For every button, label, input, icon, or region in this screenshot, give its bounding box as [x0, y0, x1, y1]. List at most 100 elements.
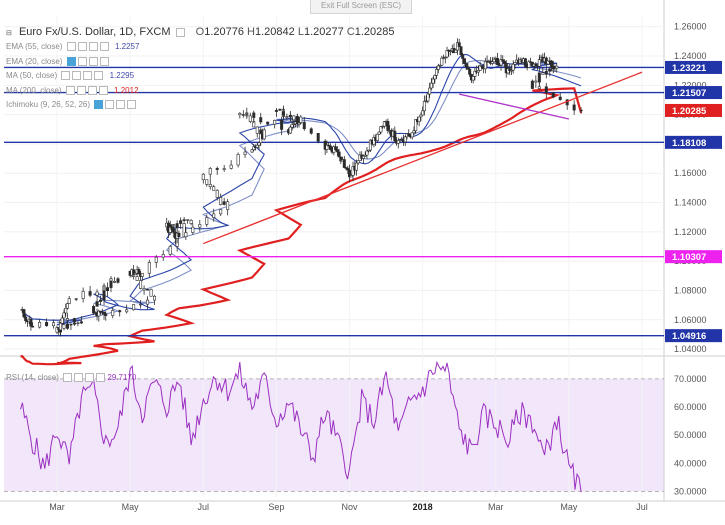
candle-body [252, 112, 256, 118]
candle-body [161, 254, 165, 258]
indicator-value: 1.2257 [114, 42, 140, 51]
eye-icon[interactable] [65, 85, 75, 95]
trendline-1[interactable] [459, 93, 570, 120]
candle-body [219, 209, 223, 215]
candle-body [355, 162, 359, 171]
time-tick-label: Sep [268, 502, 284, 512]
candle-body [414, 119, 418, 132]
more-icon[interactable] [99, 42, 109, 52]
candle-body [154, 256, 158, 263]
more-icon[interactable] [99, 56, 109, 66]
candle-body [139, 303, 143, 306]
close-icon[interactable] [88, 42, 98, 52]
candle-body [334, 146, 338, 150]
more-icon[interactable] [127, 100, 137, 110]
candle-body [116, 278, 120, 283]
candle-body [367, 149, 371, 152]
candle-body [537, 72, 541, 83]
candle-body [280, 120, 284, 130]
settings-icon[interactable] [105, 100, 115, 110]
indicator-row-ema20[interactable]: EMA (20, close) [6, 55, 395, 70]
settings-icon[interactable] [77, 42, 87, 52]
more-icon[interactable] [96, 373, 106, 383]
candle-body [95, 301, 99, 307]
more-icon[interactable] [94, 71, 104, 81]
trendline-0[interactable] [203, 71, 643, 245]
candle-body [438, 64, 442, 67]
indicator-value: 1.2295 [109, 71, 135, 80]
indicator-value: 1.2012 [114, 85, 139, 95]
candle-body [219, 197, 223, 205]
close-icon[interactable] [88, 56, 98, 66]
close-icon[interactable] [87, 85, 97, 95]
ma200-line[interactable] [20, 87, 583, 366]
candle-body [433, 75, 437, 80]
candle-body [412, 130, 416, 134]
indicator-row-ema55[interactable]: EMA (55, close) 1.2257 [6, 40, 395, 55]
eye-icon[interactable] [61, 71, 71, 81]
candle-body [153, 295, 157, 301]
candle-body [274, 109, 278, 112]
candle-body [273, 120, 277, 125]
candle-body [328, 145, 332, 150]
rsi-line[interactable] [20, 360, 582, 493]
candle-body [361, 155, 365, 159]
candle-body [382, 121, 386, 127]
indicator-row-ichimoku[interactable]: Ichimoku (9, 26, 52, 26) [6, 98, 395, 113]
candle-body [523, 58, 527, 67]
candle-body [419, 114, 423, 118]
indicator-row-ma200[interactable]: MA (200, close) 1.2012 [6, 84, 395, 99]
collapse-icon[interactable]: ⊟ [6, 30, 12, 37]
eye-icon[interactable] [94, 100, 104, 110]
candle-body [462, 58, 466, 64]
candle-body [29, 318, 33, 327]
candle-body [31, 325, 35, 328]
candle-body [67, 298, 71, 304]
candle-body [226, 201, 230, 210]
settings-icon[interactable] [74, 373, 84, 383]
settings-icon[interactable] [77, 56, 87, 66]
candle-body [288, 114, 292, 117]
close-icon[interactable] [116, 100, 126, 110]
candle-body [65, 323, 69, 329]
price-label-text: 1.23221 [672, 63, 707, 74]
candle-body [471, 76, 475, 81]
candle-body [104, 313, 108, 316]
price-label-text: 1.21507 [672, 88, 706, 99]
indicator-row-ma50[interactable]: MA (50, close) 1.2295 [6, 69, 395, 84]
candle-body [309, 128, 313, 134]
eye-icon[interactable] [66, 42, 76, 52]
candle-body [62, 312, 66, 319]
time-tick-label: Mar [488, 502, 504, 512]
candle-body [435, 69, 439, 76]
candle-body [215, 190, 219, 198]
rsi-legend[interactable]: RSI (14, close) 29.7170 [6, 373, 136, 383]
candle-body [551, 65, 555, 70]
rsi-label: RSI (14, close) [6, 373, 59, 382]
more-icon[interactable] [98, 85, 108, 95]
settings-icon[interactable] [72, 71, 82, 81]
candle-body [403, 136, 407, 143]
candle-body [248, 115, 252, 122]
eye-icon[interactable] [66, 56, 76, 66]
exit-fullscreen-button[interactable]: Exit Full Screen (ESC) [310, 0, 412, 14]
candle-body [45, 322, 49, 327]
settings-icon[interactable] [76, 85, 86, 95]
candle-body [189, 219, 193, 224]
close-icon[interactable] [85, 373, 95, 383]
eye-icon[interactable] [63, 373, 73, 383]
candle-body [393, 130, 397, 142]
candle-body [172, 229, 176, 233]
candle-body [111, 310, 115, 316]
candle-body [229, 164, 233, 169]
candle-body [426, 93, 430, 102]
candle-body [69, 323, 73, 326]
candle-body [509, 69, 513, 72]
eye-icon[interactable] [175, 27, 185, 37]
price-label-5: 1.04916 [665, 329, 722, 343]
symbol-title: Euro Fx/U.S. Dollar, 1D, FXCM [18, 26, 171, 38]
candle-body [368, 139, 372, 151]
close-icon[interactable] [83, 71, 93, 81]
candle-body [99, 310, 103, 313]
